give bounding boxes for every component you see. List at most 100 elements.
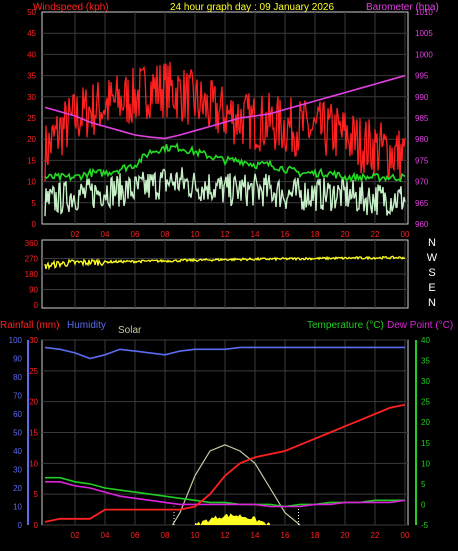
- solar-fill: [195, 513, 270, 525]
- compass-label: N: [428, 297, 436, 309]
- rain-x-tick: 14: [251, 531, 260, 540]
- wind-x-tick: 04: [101, 230, 110, 239]
- rain-x-tick: 12: [221, 531, 230, 540]
- wind-y-tick: 45: [27, 29, 36, 38]
- wind-y-tick: 40: [27, 50, 36, 59]
- wind-y-tick: 35: [27, 72, 36, 81]
- rain-axis-label: Rainfall (mm): [0, 320, 59, 331]
- baro-y-tick: 980: [415, 135, 429, 144]
- baro-y-tick: 990: [415, 93, 429, 102]
- rain-x-tick: 02: [71, 531, 80, 540]
- wind-y-tick: 20: [27, 135, 36, 144]
- wind-10min-avg-line: [44, 142, 406, 184]
- wind-x-tick: 02: [71, 230, 80, 239]
- temp-y-tick: 0: [421, 500, 426, 509]
- panel-direction-grid: [42, 240, 408, 308]
- wind-x-tick: 16: [281, 230, 290, 239]
- rain-y-ticks: 0 5 10 15 20 25 30: [29, 336, 38, 530]
- humidity-y-tick: 40: [13, 447, 22, 456]
- solar-line: [171, 444, 301, 526]
- wind-x-tick: 22: [371, 230, 380, 239]
- temp-y-tick: 5: [421, 480, 426, 489]
- baro-axis-label: Barometer (hpa): [366, 2, 439, 13]
- baro-y-tick: 970: [415, 178, 429, 187]
- humidity-y-tick: 80: [13, 373, 22, 382]
- rain-y-tick: 5: [34, 490, 39, 499]
- temp-y-tick: 15: [421, 439, 430, 448]
- baro-y-ticks: 960 965 970 975 980 985 990 995 1000 1005 1010: [415, 8, 433, 229]
- humidity-y-tick: 30: [13, 466, 22, 475]
- dewpoint-label: Dew Point (°C): [387, 320, 453, 331]
- dewpoint-line: [45, 480, 406, 508]
- temp-y-ticks: -5 0 5 10 15 20 25 30 35 40: [421, 336, 430, 530]
- rain-x-tick: 22: [371, 531, 380, 540]
- rain-x-tick: 20: [341, 531, 350, 540]
- rain-y-tick: 0: [34, 521, 39, 530]
- panel-rain-grid: [42, 339, 408, 526]
- baro-y-tick: 960: [415, 220, 429, 229]
- wind-axis-label: Windspeed (kph): [33, 2, 109, 13]
- humidity-y-ticks: 0 10 20 30 40 50 60 70 80 90 100: [9, 336, 23, 530]
- direction-y-tick: 180: [25, 270, 39, 279]
- temp-y-tick: 30: [421, 377, 430, 386]
- wind-y-tick: 50: [27, 8, 36, 17]
- wind-x-tick: 12: [221, 230, 230, 239]
- direction-series: [44, 255, 406, 271]
- rain-y-tick: 30: [29, 336, 38, 345]
- solar-label: Solar: [118, 325, 142, 336]
- baro-y-tick: 1010: [415, 8, 433, 17]
- temp-y-tick: 25: [421, 398, 430, 407]
- rain-x-tick: 00: [401, 531, 410, 540]
- baro-y-tick: 995: [415, 72, 429, 81]
- baro-y-tick: 985: [415, 114, 429, 123]
- baro-y-tick: 1000: [415, 50, 433, 59]
- humidity-line: [44, 346, 405, 360]
- baro-y-tick: 975: [415, 156, 429, 165]
- rain-x-ticks: 02 04 06 08 10 12 14 16 18 20 22 00: [71, 531, 410, 540]
- compass-label: E: [428, 282, 435, 294]
- direction-y-ticks: 0 90 180 270 360: [25, 239, 39, 310]
- wind-x-tick: 14: [251, 230, 260, 239]
- temp-y-tick: 20: [421, 418, 430, 427]
- wind-x-tick: 06: [131, 230, 140, 239]
- temp-y-tick: 35: [421, 357, 430, 366]
- temp-y-tick: 40: [421, 336, 430, 345]
- chart-title: 24 hour graph day : 09 January 2026: [170, 2, 334, 13]
- wind-x-tick: 20: [341, 230, 350, 239]
- humidity-y-tick: 70: [13, 392, 22, 401]
- humidity-y-tick: 100: [9, 336, 23, 345]
- barometer-line: [44, 74, 406, 140]
- direction-y-tick: 0: [34, 301, 39, 310]
- gust-line: [44, 61, 406, 182]
- rain-x-tick: 16: [281, 531, 290, 540]
- wind-x-ticks: 02 04 06 08 10 12 14 16 18 20 22 00: [71, 230, 410, 239]
- compass-label: W: [427, 252, 438, 264]
- wind-series: [44, 61, 406, 217]
- baro-y-tick: 965: [415, 199, 429, 208]
- compass-label: N: [428, 237, 436, 249]
- rain-y-tick: 20: [29, 398, 38, 407]
- baro-y-tick: 1005: [415, 29, 433, 38]
- humidity-y-tick: 10: [13, 503, 22, 512]
- humidity-y-tick: 90: [13, 355, 22, 364]
- rain-y-tick: 10: [29, 459, 38, 468]
- humidity-y-tick: 60: [13, 410, 22, 419]
- compass-label: S: [428, 267, 435, 279]
- wind-y-tick: 10: [27, 178, 36, 187]
- wind-y-tick: 25: [27, 114, 36, 123]
- temperature-label: Temperature (°C): [307, 320, 384, 331]
- wind-y-tick: 5: [32, 199, 37, 208]
- direction-y-tick: 270: [25, 255, 39, 264]
- wind-x-tick: 18: [311, 230, 320, 239]
- rain-x-tick: 04: [101, 531, 110, 540]
- wind-y-tick: 30: [27, 93, 36, 102]
- temp-y-tick: -5: [421, 521, 429, 530]
- rain-x-tick: 08: [161, 531, 170, 540]
- rain-x-tick: 18: [311, 531, 320, 540]
- wind-x-tick: 08: [161, 230, 170, 239]
- direction-y-tick: 90: [29, 286, 38, 295]
- humidity-y-tick: 0: [18, 521, 23, 530]
- humidity-y-tick: 50: [13, 429, 22, 438]
